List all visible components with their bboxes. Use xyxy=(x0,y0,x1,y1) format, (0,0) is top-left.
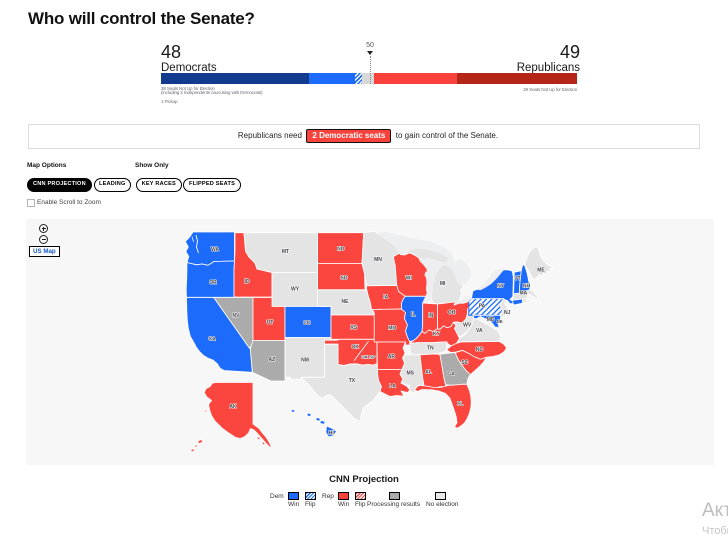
svg-text:MO: MO xyxy=(388,326,396,332)
svg-text:WV: WV xyxy=(463,323,472,329)
svg-text:ND: ND xyxy=(337,247,345,253)
svg-text:MN: MN xyxy=(374,257,382,263)
svg-text:IN: IN xyxy=(428,313,433,319)
svg-text:GA: GA xyxy=(447,372,455,378)
svg-text:WI: WI xyxy=(406,276,413,282)
svg-text:OH: OH xyxy=(448,310,456,316)
svg-text:NC: NC xyxy=(476,347,484,353)
svg-text:CO: CO xyxy=(303,321,311,327)
svg-text:OK SP: OK SP xyxy=(361,355,375,360)
svg-text:MD: MD xyxy=(487,317,495,323)
svg-text:NH: NH xyxy=(523,283,531,289)
svg-text:TN: TN xyxy=(427,346,434,352)
svg-text:AZ: AZ xyxy=(268,357,275,363)
svg-text:HI: HI xyxy=(329,430,335,436)
svg-text:SC: SC xyxy=(461,360,468,366)
svg-text:WA: WA xyxy=(211,247,219,253)
svg-text:AR: AR xyxy=(388,354,396,360)
svg-text:IL: IL xyxy=(411,312,415,318)
svg-text:AK: AK xyxy=(229,404,237,410)
svg-text:NJ: NJ xyxy=(504,310,511,316)
svg-text:NV: NV xyxy=(233,313,241,319)
svg-text:MS: MS xyxy=(406,370,414,376)
svg-text:NM: NM xyxy=(301,358,309,364)
svg-text:MT: MT xyxy=(282,249,289,255)
svg-text:WY: WY xyxy=(291,287,300,293)
svg-text:OK: OK xyxy=(351,345,359,351)
svg-text:KY: KY xyxy=(433,331,441,337)
svg-text:IA: IA xyxy=(383,294,388,300)
svg-text:OR: OR xyxy=(209,280,217,286)
svg-text:MA: MA xyxy=(520,291,528,297)
svg-text:ID: ID xyxy=(245,279,250,285)
svg-text:SD: SD xyxy=(341,275,348,281)
svg-text:VA: VA xyxy=(476,328,483,334)
svg-text:ME: ME xyxy=(537,268,545,274)
svg-text:LA: LA xyxy=(389,384,396,390)
svg-text:AL: AL xyxy=(425,370,432,376)
svg-text:TX: TX xyxy=(349,378,356,384)
svg-text:CA: CA xyxy=(208,337,216,343)
svg-text:NE: NE xyxy=(342,299,350,305)
svg-text:UT: UT xyxy=(267,320,274,326)
svg-text:NY: NY xyxy=(497,284,505,290)
svg-text:MI: MI xyxy=(440,281,446,287)
svg-text:VT: VT xyxy=(514,276,520,282)
svg-text:DE: DE xyxy=(497,319,503,324)
svg-text:FL: FL xyxy=(457,402,463,408)
svg-text:KS: KS xyxy=(350,325,358,331)
svg-text:PA: PA xyxy=(479,303,486,309)
